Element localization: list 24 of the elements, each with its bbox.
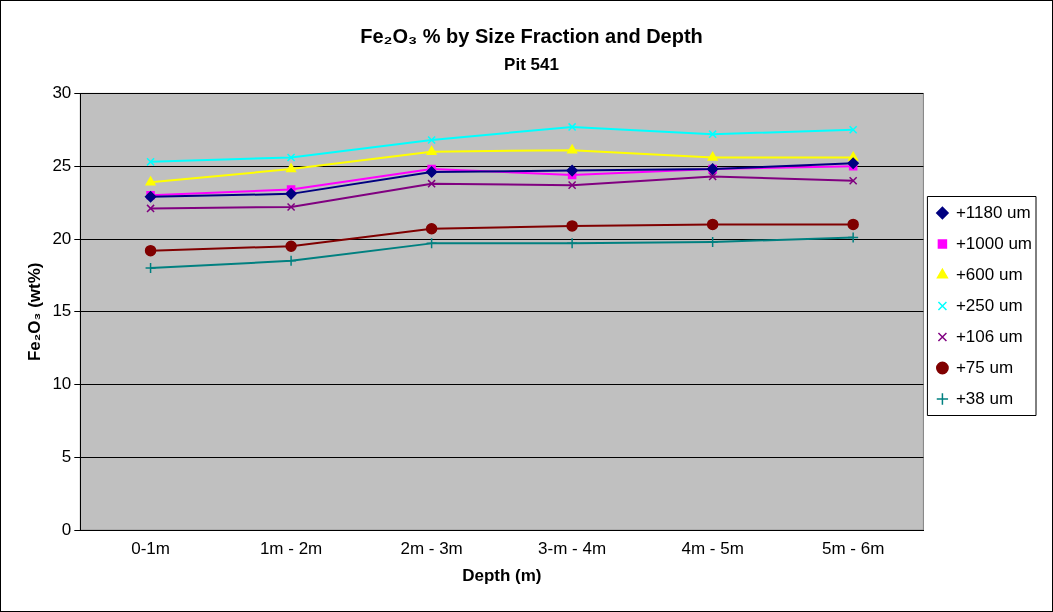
x-axis-title: Depth (m)	[462, 566, 542, 586]
y-tick-label: 25	[52, 155, 72, 175]
y-axis-title: Fe₂O₃ (wt%)	[24, 262, 44, 362]
y-tick-label: 30	[52, 83, 72, 103]
legend-label: +250 um	[955, 295, 1023, 315]
x-tick-label: 5m - 6m	[821, 539, 885, 559]
x-tick-label: 2m - 3m	[400, 539, 463, 559]
y-tick-label: 15	[52, 301, 72, 321]
x-tick-label: 0-1m	[131, 539, 170, 559]
y-tick-label: 10	[52, 374, 72, 394]
legend-label: +75 um	[955, 357, 1014, 377]
legend-label: +600 um	[955, 264, 1023, 284]
y-tick-label: 20	[52, 228, 72, 248]
legend-label: +106 um	[955, 326, 1023, 346]
chart-title: Fe₂O₃ % by Size Fraction and Depth	[360, 24, 703, 47]
legend-label: +38 um	[955, 388, 1014, 408]
chart-subtitle: Pit 541	[504, 54, 559, 74]
legend-label: +1180 um	[955, 202, 1031, 222]
y-tick-label: 5	[61, 447, 72, 467]
x-tick-label: 3-m - 4m	[538, 539, 607, 559]
x-tick-label: 1m - 2m	[259, 539, 323, 559]
y-tick-label: 0	[61, 519, 72, 539]
x-tick-label: 4m - 5m	[681, 539, 744, 559]
legend-label: +1000 um	[955, 233, 1033, 253]
